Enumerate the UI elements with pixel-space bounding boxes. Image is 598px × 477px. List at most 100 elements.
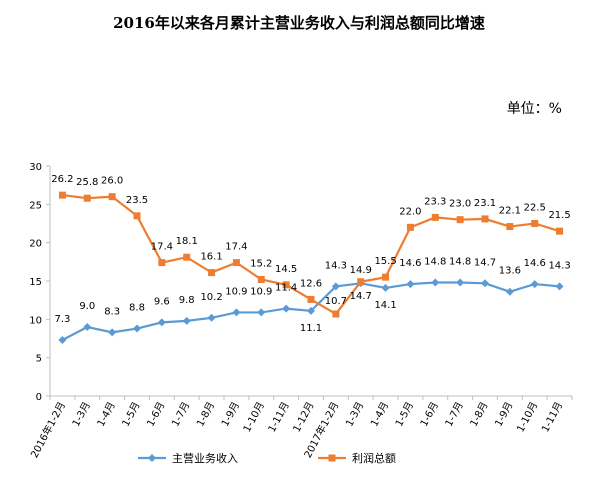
data-point-profit	[531, 220, 539, 227]
data-label-profit: 14.5	[275, 264, 297, 275]
data-label-revenue: 14.7	[350, 291, 372, 302]
data-point-revenue	[456, 278, 465, 287]
x-tick-label: 1-11月	[539, 400, 565, 435]
data-point-revenue	[257, 308, 266, 317]
x-tick-label: 1-4月	[95, 400, 118, 429]
data-point-revenue	[133, 324, 141, 333]
data-point-revenue	[182, 316, 191, 325]
data-label-revenue: 8.3	[104, 306, 120, 317]
data-label-revenue: 14.8	[449, 257, 471, 268]
data-label-revenue: 9.6	[154, 296, 170, 307]
data-label-profit: 15.2	[250, 258, 272, 269]
data-point-revenue	[307, 306, 315, 315]
data-label-profit: 17.4	[151, 242, 173, 253]
y-tick-label: 25	[29, 200, 42, 211]
x-tick-label: 1-7月	[443, 400, 466, 429]
data-label-revenue: 10.9	[225, 286, 247, 297]
data-label-profit: 26.2	[51, 174, 73, 185]
y-tick-label: 10	[29, 315, 42, 326]
data-label-profit: 10.7	[325, 296, 347, 307]
data-label-revenue: 11.4	[275, 283, 297, 294]
data-point-profit	[382, 273, 390, 281]
legend-label-1: 利润总额	[352, 451, 396, 465]
data-point-profit	[257, 275, 265, 283]
data-label-profit: 21.5	[548, 210, 570, 221]
data-point-revenue	[481, 279, 489, 288]
x-tick-label: 2016年1-2月	[28, 399, 68, 460]
data-label-revenue: 10.2	[200, 292, 222, 303]
data-point-profit	[431, 213, 439, 221]
data-label-profit: 23.3	[424, 196, 446, 207]
data-point-revenue	[83, 323, 92, 331]
y-tick-label: 5	[36, 354, 42, 365]
data-label-revenue: 14.3	[548, 260, 570, 271]
data-label-revenue: 13.6	[499, 266, 521, 277]
x-tick-label: 1-9月	[219, 400, 242, 429]
data-point-profit	[332, 310, 340, 318]
data-point-profit	[133, 212, 141, 220]
data-point-profit	[232, 259, 240, 267]
y-tick-label: 30	[29, 162, 42, 173]
x-tick-label: 1-3月	[70, 400, 93, 429]
unit-label: 单位：%	[506, 101, 562, 117]
x-tick-label: 1-9月	[493, 400, 516, 429]
data-label-profit: 22.0	[399, 206, 421, 217]
legend-marker-profit	[328, 454, 336, 462]
x-tick-label: 1-4月	[368, 400, 391, 429]
y-tick-label: 15	[29, 277, 42, 288]
data-label-profit: 12.6	[300, 278, 322, 289]
legend-label-0: 主营业务收入	[172, 451, 238, 465]
data-point-profit	[357, 278, 365, 286]
data-label-profit: 14.9	[350, 265, 372, 276]
data-point-profit	[406, 223, 414, 231]
data-point-profit	[58, 191, 66, 199]
data-point-profit	[307, 295, 315, 303]
x-tick-label: 1-6月	[418, 400, 441, 429]
data-point-profit	[208, 269, 216, 277]
data-point-revenue	[331, 282, 340, 291]
x-tick-label: 1-11月	[266, 400, 292, 435]
x-tick-label: 1-7月	[169, 400, 192, 429]
data-label-profit: 22.1	[499, 206, 521, 217]
data-label-profit: 26.0	[101, 176, 123, 187]
chart-title: 2016年以来各月累计主营业务收入与利润总额同比增速	[113, 14, 485, 32]
data-label-revenue: 9.8	[179, 295, 195, 306]
data-label-profit: 23.0	[449, 199, 471, 210]
data-label-revenue: 10.9	[250, 286, 272, 297]
data-label-revenue: 14.1	[374, 300, 396, 311]
x-tick-label: 1-10月	[241, 400, 267, 435]
x-tick-label: 1-12月	[291, 400, 317, 435]
data-label-revenue: 14.8	[424, 257, 446, 268]
data-point-profit	[456, 216, 464, 224]
data-label-revenue: 14.3	[325, 260, 347, 271]
data-label-revenue: 14.6	[399, 258, 421, 269]
data-point-revenue	[530, 280, 539, 289]
x-tick-label: 1-3月	[343, 400, 366, 429]
data-label-profit: 25.8	[76, 177, 98, 188]
data-point-revenue	[207, 313, 216, 322]
data-label-profit: 23.1	[474, 198, 496, 209]
x-tick-label: 1-8月	[468, 400, 491, 429]
data-point-revenue	[505, 287, 514, 296]
data-label-revenue: 14.7	[474, 257, 496, 268]
x-tick-label: 1-5月	[393, 400, 416, 429]
data-point-revenue	[381, 283, 390, 292]
x-tick-label: 1-10月	[514, 400, 540, 435]
data-point-profit	[556, 227, 564, 235]
data-point-profit	[108, 193, 116, 201]
data-label-revenue: 9.0	[79, 301, 95, 312]
data-point-revenue	[431, 278, 440, 287]
data-label-profit: 23.5	[126, 195, 148, 206]
data-point-revenue	[555, 282, 564, 291]
data-point-revenue	[108, 328, 117, 337]
data-label-revenue: 14.6	[524, 258, 546, 269]
data-label-revenue: 7.3	[54, 314, 70, 325]
x-tick-label: 1-5月	[120, 400, 143, 429]
data-point-profit	[506, 223, 514, 231]
data-point-revenue	[282, 304, 291, 313]
data-point-profit	[83, 194, 91, 202]
data-label-revenue: 11.1	[300, 323, 322, 334]
data-label-profit: 15.5	[374, 256, 396, 267]
data-point-revenue	[406, 280, 415, 289]
